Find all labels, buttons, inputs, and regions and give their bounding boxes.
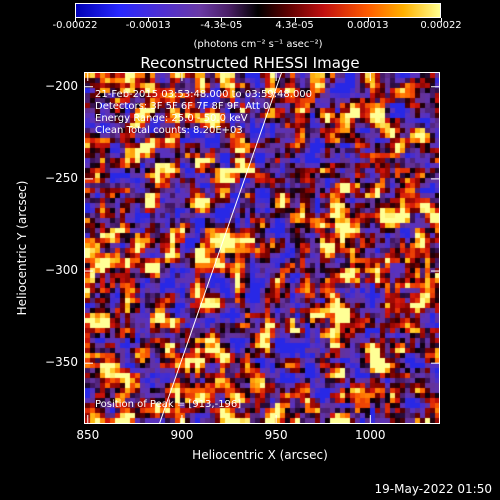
colorbar: [75, 3, 441, 18]
chart-title: Reconstructed RHESSI Image: [140, 54, 360, 72]
colorbar-tick-mark: [441, 18, 442, 22]
plot-area: 21-Feb-2015 03:53:48.000 to 03:59:48.000…: [84, 72, 440, 424]
annotation-peak: Position of Peak = [913,-196]: [95, 399, 242, 410]
limb-line: [159, 73, 282, 423]
colorbar-tick-label: -4.3e-05: [200, 20, 243, 31]
annotation-detectors: Detectors: 3F 5F 6F 7F 8F 9F, Att 0: [95, 101, 270, 112]
colorbar-tick-label: -0.00013: [125, 20, 171, 31]
y-axis-label: Heliocentric Y (arcsec): [15, 180, 29, 316]
heatmap-image: [85, 73, 439, 423]
colorbar-tick-label: 0.00013: [347, 20, 389, 31]
annotation-energy: Energy Range: 25.0 - 50.0 keV: [95, 113, 248, 124]
plot-overlay: [85, 73, 439, 423]
footer-date: 19-May-2022 01:50: [374, 482, 492, 496]
annotation-method: Clean Total counts: 8.20E+03: [95, 125, 243, 136]
colorbar-tick-mark: [221, 18, 223, 22]
y-tick-label: −300: [45, 263, 78, 278]
colorbar-tick-label: -0.00022: [52, 20, 98, 31]
x-tick-label: 1000: [355, 428, 386, 442]
colorbar-tick-mark: [75, 18, 76, 22]
colorbar-tick-label: 4.3e-05: [275, 20, 314, 31]
y-tick-label: −350: [45, 355, 78, 370]
colorbar-tick-mark: [294, 18, 296, 22]
colorbar-tick-mark: [148, 18, 150, 22]
annotation-time: 21-Feb-2015 03:53:48.000 to 03:59:48.000: [95, 89, 313, 100]
colorbar-tick-mark: [367, 18, 369, 22]
colorbar-tick-label: 0.00022: [420, 20, 462, 31]
x-axis-label: Heliocentric X (arcsec): [192, 448, 328, 462]
x-tick-label: 950: [264, 428, 288, 442]
colorbar-units: (photons cm⁻² s⁻¹ asec⁻²): [193, 39, 323, 50]
y-tick-label: −250: [45, 170, 78, 185]
x-tick-label: 850: [76, 428, 100, 442]
y-tick-label: −200: [45, 78, 78, 93]
x-tick-label: 900: [170, 428, 194, 442]
